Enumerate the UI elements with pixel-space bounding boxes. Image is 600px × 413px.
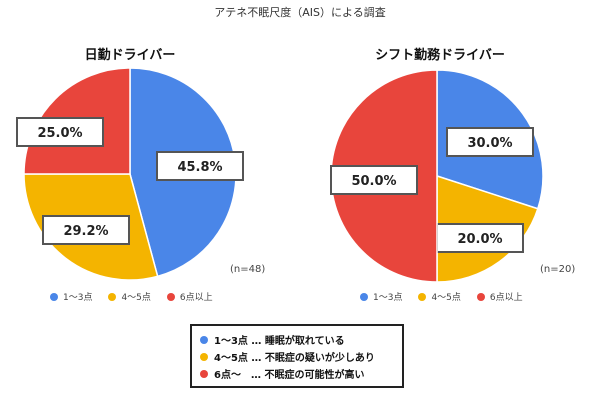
legend-item: 6点以上 <box>166 290 213 303</box>
legend-shift: 1〜3点 4〜5点 6点以上 <box>360 290 523 303</box>
data-label: 30.0% <box>467 136 512 151</box>
legend-dot <box>50 292 58 301</box>
legend-label: 6点以上 <box>179 293 213 303</box>
legend-item: 6点以上 <box>476 290 523 303</box>
data-label: 45.8% <box>177 160 222 175</box>
legend-label: 6点以上 <box>489 293 523 303</box>
key-row: 6点〜 … 不眠症の可能性が高い <box>200 365 394 382</box>
key-text: 6点〜 … 不眠症の可能性が高い <box>214 370 365 381</box>
key-row: 4〜5点 … 不眠症の疑いが少しあり <box>200 348 394 365</box>
legend-item: 4〜5点 <box>108 290 151 303</box>
legend-label: 4〜5点 <box>121 293 151 303</box>
key-dot <box>200 352 208 361</box>
legend-item: 4〜5点 <box>418 290 461 303</box>
data-label-box <box>330 165 418 195</box>
legend-dot <box>166 292 175 301</box>
legend-day: 1〜3点 4〜5点 6点以上 <box>50 290 213 303</box>
data-label: 25.0% <box>37 126 82 141</box>
figure-title: アテネ不眠尺度（AIS）による調査 <box>214 6 386 19</box>
legend-label: 1〜3点 <box>373 293 403 303</box>
data-label-box <box>16 117 104 147</box>
legend-dot <box>108 292 117 301</box>
chart-title-day: 日勤ドライバー <box>84 48 176 63</box>
score-key-box: 1〜3点 … 睡眠が取れている 4〜5点 … 不眠症の疑いが少しあり 6点〜 …… <box>190 324 404 388</box>
key-text: 1〜3点 … 睡眠が取れている <box>214 336 345 347</box>
chart-title-shift: シフト勤務ドライバー <box>375 48 505 63</box>
legend-item: 1〜3点 <box>50 290 92 303</box>
legend-dot <box>360 292 368 301</box>
data-label: 29.2% <box>63 224 108 239</box>
data-label: 20.0% <box>457 232 502 247</box>
key-text: 4〜5点 … 不眠症の疑いが少しあり <box>214 353 375 364</box>
data-label-box <box>446 127 534 157</box>
pie-day: 45.8% 29.2% 25.0% <box>16 67 244 281</box>
data-label: 50.0% <box>351 174 396 189</box>
key-dot <box>200 335 208 344</box>
legend-label: 4〜5点 <box>431 293 461 303</box>
data-label-box <box>436 223 524 253</box>
pie-shift: 30.0% 20.0% 50.0% <box>330 69 544 283</box>
data-label-box <box>156 151 244 181</box>
key-dot <box>200 369 208 378</box>
key-row: 1〜3点 … 睡眠が取れている <box>200 331 394 348</box>
legend-label: 1〜3点 <box>63 293 93 303</box>
sample-size-day: (n=48) <box>230 264 266 275</box>
legend-dot <box>418 292 427 301</box>
data-label-box <box>42 215 130 245</box>
sample-size-shift: (n=20) <box>540 264 576 275</box>
legend-dot <box>476 292 485 301</box>
legend-item: 1〜3点 <box>360 290 402 303</box>
